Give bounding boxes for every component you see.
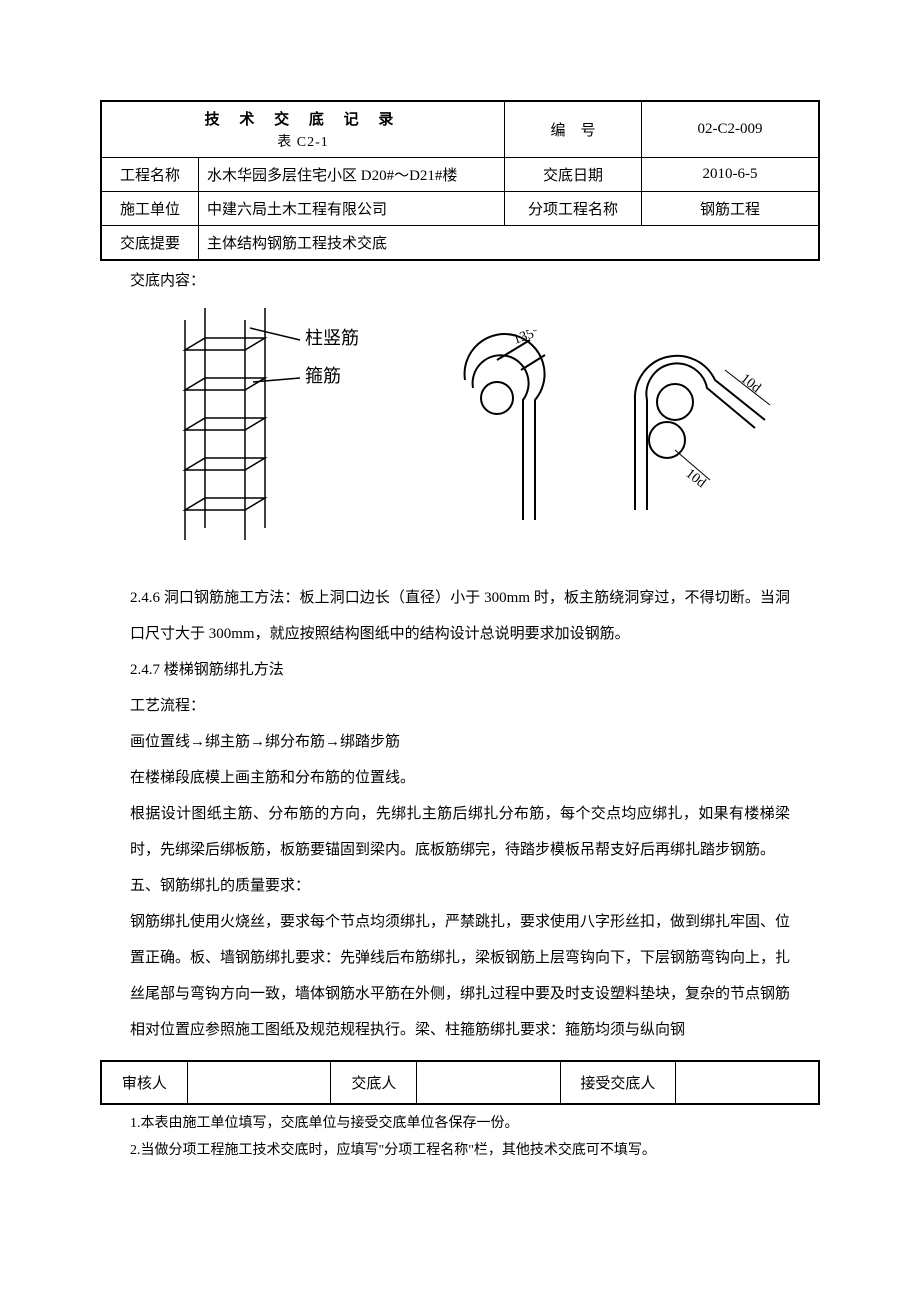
para-246: 2.4.6 洞口钢筋施工方法：板上洞口边长（直径）小于 300mm 时，板主筋绕… — [130, 580, 790, 652]
reviewer-value — [187, 1061, 331, 1104]
project-label: 工程名称 — [101, 158, 199, 192]
unit-label: 施工单位 — [101, 192, 199, 226]
doc-subtitle: 表 C2-1 — [110, 131, 496, 151]
note-2: 2.当做分项工程施工技术交底时，应填写"分项工程名称"栏，其他技术交底可不填写。 — [130, 1138, 790, 1165]
label-stirrup: 箍筋 — [305, 366, 341, 386]
subproj-value: 钢筋工程 — [642, 192, 820, 226]
unit-value: 中建六局土木工程有限公司 — [199, 192, 505, 226]
content-label: 交底内容： — [130, 269, 820, 290]
para-p8: 钢筋绑扎使用火烧丝，要求每个节点均须绑扎，严禁跳扎，要求使用八字形丝扣，做到绑扎… — [130, 904, 790, 1048]
header-table: 技 术 交 底 记 录 表 C2-1 编 号 02-C2-009 工程名称 水木… — [100, 100, 820, 261]
body-text: 2.4.6 洞口钢筋施工方法：板上洞口边长（直径）小于 300mm 时，板主筋绕… — [130, 580, 790, 1048]
label-vertical-bar: 柱竖筋 — [305, 328, 359, 348]
project-value: 水木华园多层住宅小区 D20#～D21#楼 — [199, 158, 505, 192]
column-cage-diagram: 柱竖筋 箍筋 — [135, 300, 395, 560]
code-value: 02-C2-009 — [642, 101, 820, 158]
footnotes: 1.本表由施工单位填写，交底单位与接受交底单位各保存一份。 2.当做分项工程施工… — [130, 1111, 790, 1164]
footer-table: 审核人 交底人 接受交底人 — [100, 1060, 820, 1105]
date-label: 交底日期 — [505, 158, 642, 192]
para-p6: 根据设计图纸主筋、分布筋的方向，先绑扎主筋后绑扎分布筋，每个交点均应绑扎，如果有… — [130, 796, 790, 868]
hook-135-diagram: 135° — [425, 330, 585, 530]
date-value: 2010-6-5 — [642, 158, 820, 192]
diagram-row: 柱竖筋 箍筋 135° — [100, 300, 820, 560]
para-process-label: 工艺流程： — [130, 688, 790, 724]
receiver-value — [675, 1061, 819, 1104]
hook-dim-2: 10d — [683, 466, 709, 491]
note-1: 1.本表由施工单位填写，交底单位与接受交底单位各保存一份。 — [130, 1111, 790, 1138]
summary-value: 主体结构钢筋工程技术交底 — [199, 226, 820, 261]
hook-angle-label: 135° — [511, 330, 541, 348]
para-247: 2.4.7 楼梯钢筋绑扎方法 — [130, 652, 790, 688]
handover-label: 交底人 — [331, 1061, 417, 1104]
doc-title-cell: 技 术 交 底 记 录 表 C2-1 — [101, 101, 505, 158]
para-process-flow: 画位置线→绑主筋→绑分布筋→绑踏步筋 — [130, 724, 790, 760]
para-section5: 五、钢筋绑扎的质量要求： — [130, 868, 790, 904]
handover-value — [417, 1061, 561, 1104]
reviewer-label: 审核人 — [101, 1061, 187, 1104]
code-label: 编 号 — [505, 101, 642, 158]
summary-label: 交底提要 — [101, 226, 199, 261]
hook-dim-1: 10d — [738, 371, 764, 396]
doc-title: 技 术 交 底 记 录 — [205, 112, 402, 128]
receiver-label: 接受交底人 — [561, 1061, 676, 1104]
para-p5: 在楼梯段底模上画主筋和分布筋的位置线。 — [130, 760, 790, 796]
subproj-label: 分项工程名称 — [505, 192, 642, 226]
hook-10d-diagram: 10d 10d — [615, 340, 785, 520]
